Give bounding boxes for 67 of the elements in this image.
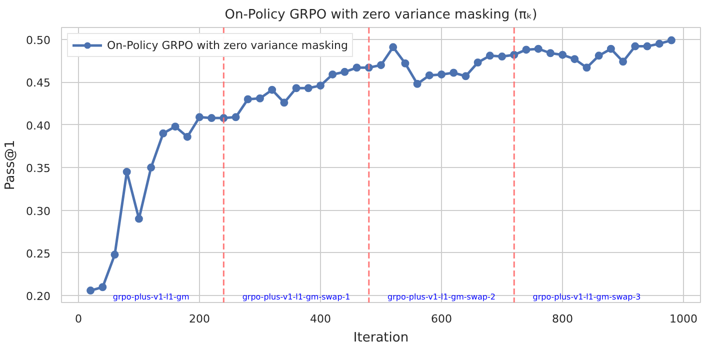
point (570, 55, 579, 64)
x-tick-label: 400 (310, 312, 331, 326)
point (462, 72, 470, 80)
point (352, 64, 361, 72)
point (86, 286, 95, 295)
x-tick-label: 600 (431, 312, 452, 326)
point (110, 250, 119, 259)
point (582, 64, 591, 72)
point (450, 68, 458, 77)
point (232, 113, 240, 122)
point (498, 52, 506, 61)
point (292, 84, 300, 92)
point (183, 132, 192, 141)
x-tick-label: 1000 (670, 312, 698, 326)
point (389, 43, 398, 52)
point (522, 46, 530, 54)
x-tick-label: 0 (74, 312, 82, 326)
y-tick-label: 0.20 (26, 290, 51, 304)
point (328, 70, 337, 78)
x-axis-title: Iteration (353, 330, 409, 346)
point (171, 122, 180, 131)
point (655, 40, 664, 48)
point (304, 84, 312, 92)
annotation: grpo-plus-v1-l1-gm-swap-1 (242, 292, 350, 302)
point (474, 58, 482, 67)
point (98, 283, 107, 292)
y-tick-label: 0.50 (26, 34, 51, 47)
point (147, 164, 156, 172)
y-tick-label: 0.40 (26, 119, 51, 132)
annotation: grpo-plus-v1-l1-gm-swap-3 (532, 292, 641, 302)
annotation: grpo-plus-v1-l1-gm-swap-2 (388, 292, 496, 302)
point (534, 44, 542, 53)
y-tick-label: 0.35 (26, 162, 51, 176)
y-axis-title: Pass@1 (3, 140, 18, 190)
point (643, 42, 652, 50)
point (558, 50, 567, 59)
point (244, 95, 252, 104)
point (134, 214, 143, 223)
point (667, 36, 676, 44)
x-tick-label: 800 (552, 312, 574, 326)
point (159, 129, 168, 138)
point (256, 94, 264, 102)
point (594, 52, 603, 60)
point (438, 70, 446, 78)
point (195, 113, 204, 122)
point (413, 80, 422, 88)
point (316, 82, 324, 90)
x-tick-label: 200 (188, 312, 210, 326)
annotation: grpo-plus-v1-l1-gm (112, 292, 190, 302)
point (377, 61, 385, 70)
point (425, 71, 434, 80)
point (619, 58, 628, 66)
point (631, 42, 640, 50)
y-tick-label: 0.45 (26, 76, 51, 90)
chart-title: On-Policy GRPO with zero variance masking (πₖ) (224, 8, 538, 22)
point (401, 59, 410, 68)
point (208, 114, 216, 122)
point (280, 98, 288, 107)
y-tick-label: 0.25 (26, 247, 51, 260)
point (486, 52, 494, 60)
point (340, 68, 349, 76)
y-tick-label: 0.30 (26, 204, 51, 218)
point (268, 86, 276, 94)
point (122, 168, 131, 176)
legend-label: On-Policy GRPO with zero variance masking (107, 38, 348, 52)
point (606, 44, 615, 53)
point (546, 49, 554, 58)
